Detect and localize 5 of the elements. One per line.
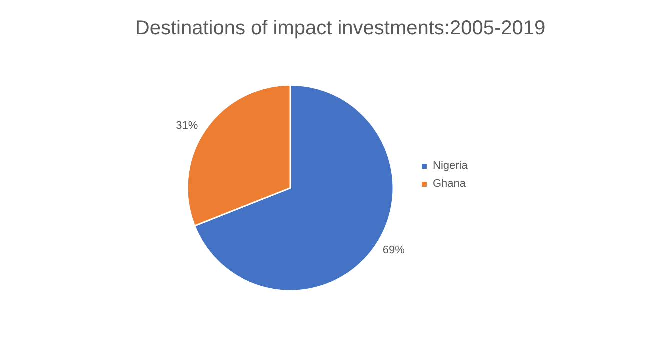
data-label: 69% bbox=[382, 244, 406, 256]
legend-label: Ghana bbox=[433, 178, 466, 190]
legend-label: Nigeria bbox=[433, 160, 468, 172]
data-label: 31% bbox=[176, 120, 198, 132]
chart-title: Destinations of impact investments:2005-2019 bbox=[135, 18, 546, 40]
